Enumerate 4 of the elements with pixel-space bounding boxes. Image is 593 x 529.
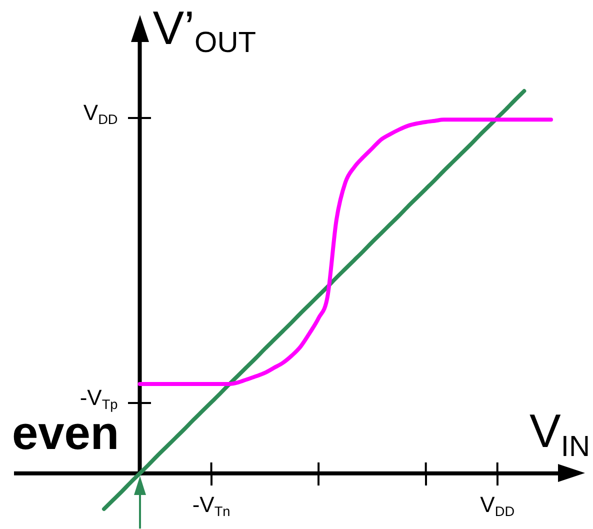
x-tick-label: -V$_{Tn}$	[192, 492, 230, 520]
y-axis-title: V’$_{OUT}$	[152, 1, 256, 60]
annotation: V$_{DD}$	[83, 100, 118, 127]
x-axis-title: V$_{IN}$	[530, 404, 590, 463]
